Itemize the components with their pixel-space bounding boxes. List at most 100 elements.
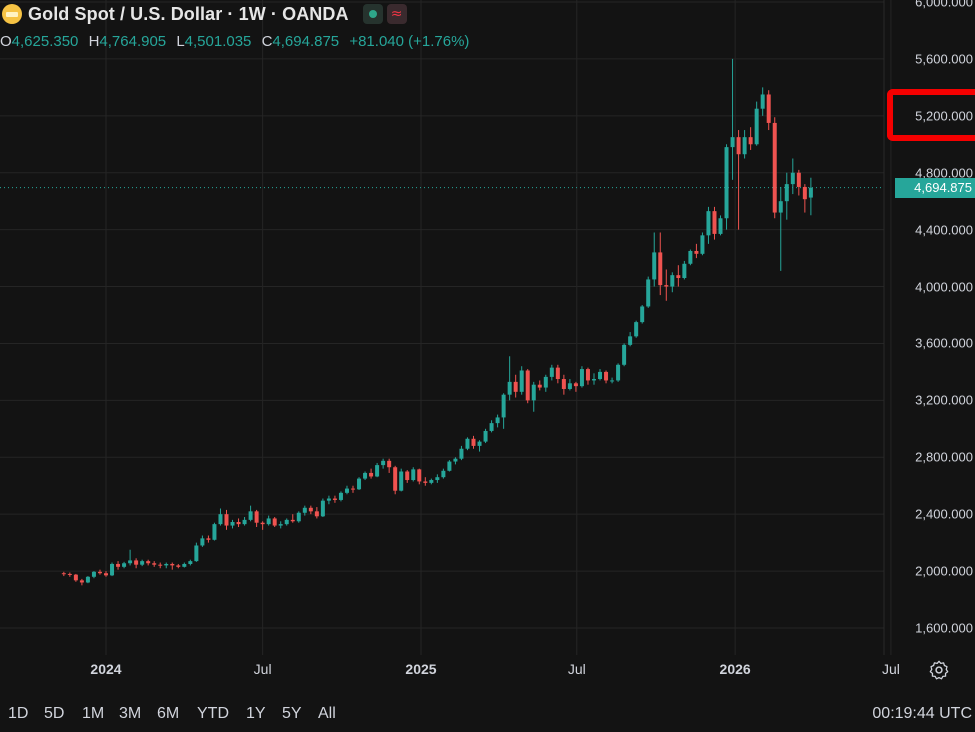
candle-body xyxy=(236,522,241,525)
range-button-1y[interactable]: 1Y xyxy=(246,705,266,722)
change-value: +81.040 (+1.76%) xyxy=(349,33,470,50)
price-tick-label: 5,200.000 xyxy=(915,108,973,124)
candle xyxy=(519,366,524,395)
gear-icon[interactable] xyxy=(928,659,950,681)
candle xyxy=(435,474,440,483)
market-status-button[interactable] xyxy=(362,4,383,24)
candle-body xyxy=(598,371,603,380)
range-button-1m[interactable]: 1M xyxy=(82,705,105,722)
range-button-all[interactable]: All xyxy=(318,705,336,722)
candle-body xyxy=(170,563,175,566)
candle-body xyxy=(393,467,398,491)
candlestick-chart[interactable] xyxy=(0,0,975,655)
close-value: 4,694.875 xyxy=(272,33,340,50)
candle-body xyxy=(164,563,169,566)
candle xyxy=(128,549,133,566)
candle xyxy=(351,485,356,493)
candle-body xyxy=(134,560,139,565)
candle xyxy=(573,381,578,392)
candle xyxy=(706,206,711,244)
candle-body xyxy=(290,519,295,522)
candle-body xyxy=(790,172,795,185)
candle-body xyxy=(411,469,416,481)
candle xyxy=(369,468,374,479)
chart-area[interactable] xyxy=(0,0,975,655)
candle xyxy=(344,485,349,495)
range-button-5y[interactable]: 5Y xyxy=(282,705,302,722)
candle xyxy=(700,232,705,256)
candle-body xyxy=(573,383,578,387)
candle xyxy=(290,514,295,523)
candle xyxy=(146,559,151,566)
candle xyxy=(634,320,639,338)
candle xyxy=(188,559,193,566)
bottom-toolbar: 1D 5D 1M 3M 6M YTD 1Y 5Y All 00:19:44 UTC xyxy=(0,700,975,732)
candle-body xyxy=(712,211,717,234)
candle-body xyxy=(525,370,530,401)
price-tick-label: 3,200.000 xyxy=(915,392,973,408)
candle xyxy=(248,505,253,522)
candle xyxy=(525,369,530,404)
low-value: 4,501.035 xyxy=(184,33,252,50)
low-label: L xyxy=(176,33,185,50)
candle-body xyxy=(555,367,560,380)
candle xyxy=(79,578,84,586)
candle xyxy=(423,477,428,486)
candle-body xyxy=(152,563,157,565)
candle-body xyxy=(224,514,229,526)
candle-body xyxy=(73,574,78,581)
candle-body xyxy=(585,369,590,381)
candle-body xyxy=(314,511,319,517)
wave-icon[interactable]: ≈ xyxy=(386,4,407,24)
candle xyxy=(784,172,789,220)
range-button-5d[interactable]: 5D xyxy=(44,705,65,722)
candle xyxy=(61,571,66,577)
candle xyxy=(272,517,277,527)
candle xyxy=(242,517,247,526)
open-label: O xyxy=(0,33,12,50)
candle-body xyxy=(61,573,66,575)
candle-body xyxy=(760,94,765,109)
candle xyxy=(694,243,699,259)
price-tick-label: 2,000.000 xyxy=(915,563,973,579)
candle xyxy=(712,206,717,240)
candle xyxy=(230,519,235,529)
candle xyxy=(158,562,163,569)
candle xyxy=(754,101,759,146)
candle-body xyxy=(730,137,735,148)
symbol-title[interactable]: Gold Spot / U.S. Dollar · 1W · OANDA xyxy=(28,3,349,24)
candle-body xyxy=(802,186,807,200)
candle xyxy=(676,265,681,287)
candle-body xyxy=(640,306,645,323)
range-button-6m[interactable]: 6M xyxy=(157,705,180,722)
clock[interactable]: 00:19:44 UTC xyxy=(872,705,972,722)
range-button-3m[interactable]: 3M xyxy=(119,705,142,722)
candle-body xyxy=(724,147,729,219)
candle-body xyxy=(146,561,151,564)
candle-body xyxy=(664,285,669,287)
candle-body xyxy=(302,507,307,513)
price-tick-label: 6,000.000 xyxy=(915,0,973,10)
price-tick-label: 4,000.000 xyxy=(915,279,973,295)
candle-body xyxy=(748,137,753,145)
range-button-ytd[interactable]: YTD xyxy=(197,705,229,722)
candle xyxy=(218,508,223,526)
candle-body xyxy=(429,480,434,483)
candle xyxy=(85,576,90,584)
candle xyxy=(513,374,518,398)
candle xyxy=(411,467,416,482)
candle-body xyxy=(363,472,368,479)
candle-body xyxy=(543,376,548,388)
range-button-1d[interactable]: 1D xyxy=(8,705,29,722)
candle xyxy=(489,420,494,433)
candle-body xyxy=(700,235,705,254)
candle xyxy=(320,498,325,518)
candle-body xyxy=(531,384,536,401)
candle-body xyxy=(658,252,663,286)
candle xyxy=(308,505,313,515)
candle xyxy=(176,563,181,569)
candle-body xyxy=(272,518,277,526)
candle-body xyxy=(104,573,108,576)
candle-body xyxy=(254,511,259,523)
candle-body xyxy=(357,478,362,490)
